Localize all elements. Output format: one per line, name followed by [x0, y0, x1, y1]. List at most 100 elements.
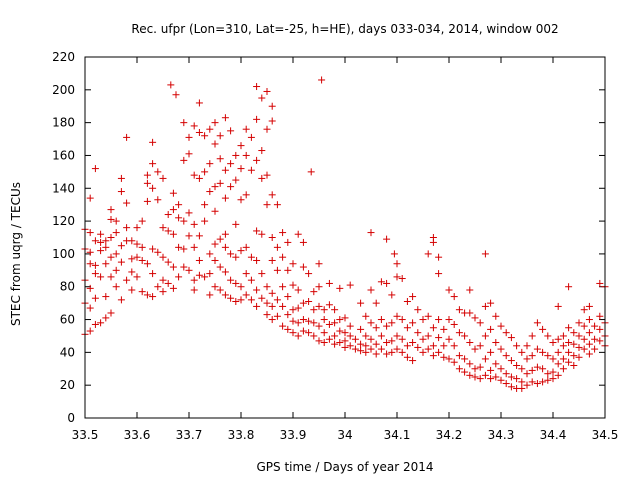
- data-point: [268, 234, 276, 241]
- data-point: [424, 312, 432, 320]
- data-point: [169, 206, 177, 214]
- data-point: [424, 345, 432, 353]
- data-point: [216, 263, 224, 271]
- data-point: [471, 365, 479, 373]
- x-tick-label: 33.6: [124, 428, 151, 442]
- data-point: [450, 358, 458, 366]
- data-point: [440, 342, 448, 350]
- data-point: [466, 286, 474, 294]
- data-point: [91, 165, 99, 173]
- data-point: [539, 378, 547, 386]
- data-point: [279, 302, 287, 310]
- data-point: [268, 316, 276, 324]
- data-point: [450, 293, 458, 301]
- data-point: [154, 248, 162, 256]
- data-point: [128, 255, 136, 263]
- data-point: [362, 332, 370, 340]
- data-point: [310, 332, 318, 340]
- data-point: [143, 291, 151, 299]
- data-point: [211, 183, 219, 191]
- data-point: [445, 286, 453, 294]
- data-point: [585, 302, 593, 310]
- data-point: [128, 237, 136, 245]
- data-point: [481, 302, 489, 310]
- data-point: [242, 243, 250, 251]
- data-point: [476, 375, 484, 383]
- data-point: [429, 352, 437, 360]
- y-tick-label: 180: [52, 116, 75, 130]
- data-point: [325, 279, 333, 287]
- data-point: [461, 332, 469, 340]
- data-point: [414, 329, 422, 337]
- data-point: [201, 168, 209, 176]
- data-point: [211, 256, 219, 264]
- data-point: [154, 168, 162, 176]
- data-point: [273, 296, 281, 304]
- data-point: [549, 375, 557, 383]
- data-point: [429, 324, 437, 332]
- data-point: [424, 332, 432, 340]
- data-point: [299, 327, 307, 335]
- data-point: [367, 335, 375, 343]
- data-point: [133, 253, 141, 261]
- data-point: [97, 238, 105, 246]
- data-point: [476, 319, 484, 327]
- data-point: [159, 288, 167, 296]
- data-point: [284, 311, 292, 319]
- y-tick-label: 140: [52, 181, 75, 195]
- data-point: [325, 320, 333, 328]
- data-point: [133, 240, 141, 248]
- data-point: [284, 293, 292, 301]
- data-point: [284, 266, 292, 274]
- x-axis-label: GPS time / Days of year 2014: [256, 460, 433, 474]
- data-point: [253, 83, 261, 91]
- data-point: [383, 350, 391, 358]
- data-point: [393, 345, 401, 353]
- data-point: [307, 168, 315, 176]
- data-point: [123, 224, 131, 232]
- data-point: [403, 353, 411, 361]
- data-point: [466, 371, 474, 379]
- data-point: [294, 230, 302, 238]
- data-point: [195, 232, 203, 240]
- y-tick-label: 80: [60, 280, 75, 294]
- data-point: [263, 87, 271, 95]
- data-point: [107, 234, 115, 241]
- data-point: [435, 253, 443, 261]
- data-point: [440, 325, 448, 333]
- data-point: [305, 317, 313, 325]
- data-point: [86, 327, 94, 335]
- data-point: [263, 201, 271, 209]
- data-point: [565, 348, 573, 356]
- data-point: [320, 316, 328, 324]
- data-point: [253, 302, 261, 310]
- data-point: [206, 291, 214, 299]
- data-point: [86, 284, 94, 292]
- data-point: [575, 343, 583, 351]
- data-point: [154, 196, 162, 204]
- data-point: [513, 375, 521, 383]
- data-point: [596, 312, 604, 320]
- x-tick-label: 33.5: [72, 428, 99, 442]
- data-point: [559, 332, 567, 340]
- data-point: [320, 306, 328, 314]
- data-point: [289, 306, 297, 314]
- data-point: [232, 176, 240, 184]
- data-point: [237, 283, 245, 291]
- y-tick-label: 100: [52, 247, 75, 261]
- data-point: [221, 291, 229, 299]
- data-point: [414, 343, 422, 351]
- data-point: [487, 325, 495, 333]
- data-point: [497, 365, 505, 373]
- data-point: [585, 340, 593, 348]
- data-point: [393, 332, 401, 340]
- data-point: [403, 297, 411, 305]
- data-point: [414, 306, 422, 314]
- data-point: [211, 240, 219, 248]
- data-point: [528, 366, 536, 374]
- data-point: [367, 286, 375, 294]
- data-point: [445, 316, 453, 324]
- data-point: [112, 266, 120, 274]
- data-point: [247, 133, 255, 141]
- data-point: [107, 309, 115, 317]
